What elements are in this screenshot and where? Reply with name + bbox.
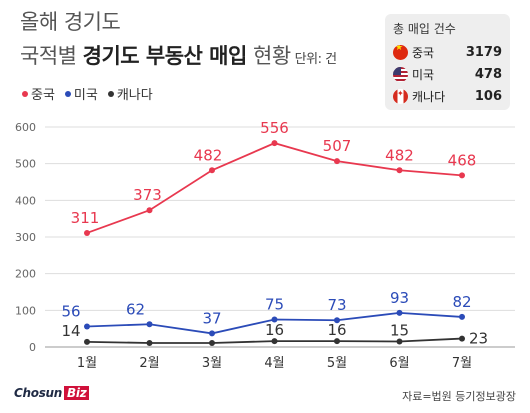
y-tick-label-0: 0	[29, 341, 36, 354]
unit-label: 단위: 건	[294, 52, 337, 67]
data-point-china-4	[271, 140, 278, 147]
data-label-china-2: 373	[133, 186, 162, 204]
x-tick-label-4: 4월	[264, 356, 284, 371]
data-point-china-3	[209, 167, 215, 174]
x-tick-label-7: 7월	[452, 356, 472, 371]
data-point-usa-4	[271, 316, 278, 323]
logo-sub: Biz	[64, 386, 90, 400]
totals-value-china: 3179	[465, 44, 502, 60]
totals-row-canada: 캐나다 106	[393, 85, 502, 107]
data-point-china-7	[459, 172, 465, 179]
legend-dot-canada	[107, 90, 114, 97]
x-tick-label-2: 2월	[139, 356, 159, 371]
totals-name-usa: 미국	[412, 67, 435, 82]
data-label-usa-1: 56	[61, 302, 80, 320]
data-point-china-5	[334, 158, 340, 165]
legend-label-usa: 미국	[73, 88, 98, 103]
data-label-canada-5: 16	[327, 321, 346, 339]
data-point-usa-1	[84, 323, 90, 330]
y-tick-label-400: 400	[15, 194, 36, 207]
y-tick-label-300: 300	[15, 231, 36, 244]
usa-flag-icon	[393, 66, 408, 82]
data-point-canada-2	[146, 339, 153, 346]
data-point-canada-3	[209, 339, 215, 346]
legend: 중국 미국 캐나다	[22, 84, 153, 103]
data-point-canada-4	[271, 338, 278, 345]
data-label-china-1: 311	[71, 209, 100, 227]
title-suffix: 현황	[246, 44, 291, 68]
totals-box: 총 매입 건수 중국 3179 미국 478 캐나다 106	[385, 14, 510, 110]
data-point-usa-2	[146, 321, 153, 328]
data-point-usa-3	[209, 330, 215, 337]
source-note: 자료=법원 등기정보광장	[402, 390, 516, 403]
data-label-usa-2: 62	[126, 300, 145, 318]
data-label-usa-7: 82	[452, 293, 471, 311]
x-tick-label-1: 1월	[77, 356, 97, 371]
data-label-china-3: 482	[194, 146, 223, 164]
data-point-china-2	[146, 207, 153, 214]
data-point-canada-7	[459, 335, 465, 342]
totals-row-usa: 미국 478	[393, 63, 502, 85]
totals-value-canada: 106	[474, 88, 502, 104]
data-label-usa-3: 37	[202, 309, 221, 327]
data-label-china-6: 482	[385, 146, 414, 164]
data-label-usa-4: 75	[265, 296, 284, 314]
data-point-china-6	[396, 167, 403, 174]
chosunbiz-logo: Chosun Biz	[14, 386, 90, 400]
data-label-canada-6: 15	[390, 322, 409, 340]
canada-flag-icon	[393, 88, 408, 104]
y-tick-label-600: 600	[15, 121, 36, 134]
legend-item-usa: 미국	[64, 84, 98, 103]
data-label-canada-4: 16	[265, 321, 284, 339]
china-flag-icon	[393, 44, 408, 60]
data-label-usa-5: 73	[327, 296, 346, 314]
title-prefix: 국적별	[20, 44, 83, 68]
legend-item-china: 중국	[22, 84, 55, 103]
legend-item-canada: 캐나다	[107, 84, 153, 103]
data-point-canada-1	[84, 338, 90, 345]
chart-title-line2: 국적별 경기도 부동산 매입 현황 단위: 건	[20, 40, 337, 70]
x-tick-label-3: 3월	[202, 356, 222, 371]
totals-value-usa: 478	[474, 66, 502, 82]
data-label-china-4: 556	[260, 119, 289, 137]
x-tick-label-6: 6월	[389, 356, 409, 371]
data-point-usa-6	[396, 309, 403, 316]
x-tick-label-5: 5월	[327, 356, 347, 371]
y-tick-label-100: 100	[15, 304, 36, 317]
totals-title: 총 매입 건수	[393, 22, 456, 36]
data-label-usa-6: 93	[390, 289, 409, 307]
totals-name-canada: 캐나다	[412, 89, 446, 104]
logo-main: Chosun	[14, 386, 63, 400]
data-point-canada-5	[334, 338, 340, 345]
totals-name-china: 중국	[412, 45, 435, 60]
data-label-china-5: 507	[323, 137, 352, 155]
y-tick-label-200: 200	[15, 268, 36, 281]
y-tick-label-500: 500	[15, 158, 36, 171]
data-point-usa-5	[334, 317, 340, 324]
legend-dot-usa	[64, 90, 71, 97]
legend-label-canada: 캐나다	[116, 88, 153, 103]
data-point-canada-6	[396, 338, 403, 345]
data-label-china-7: 468	[448, 151, 477, 169]
data-point-china-1	[84, 229, 90, 236]
data-point-usa-7	[459, 313, 465, 320]
legend-dot-china	[22, 90, 28, 97]
data-label-canada-1: 14	[61, 322, 80, 340]
totals-row-china: 중국 3179	[393, 41, 502, 63]
title-bold: 경기도 부동산 매입	[82, 44, 248, 68]
chart-title-line1: 올해 경기도	[20, 10, 121, 34]
data-label-canada-7: 23	[469, 330, 488, 348]
legend-label-china: 중국	[31, 88, 55, 103]
